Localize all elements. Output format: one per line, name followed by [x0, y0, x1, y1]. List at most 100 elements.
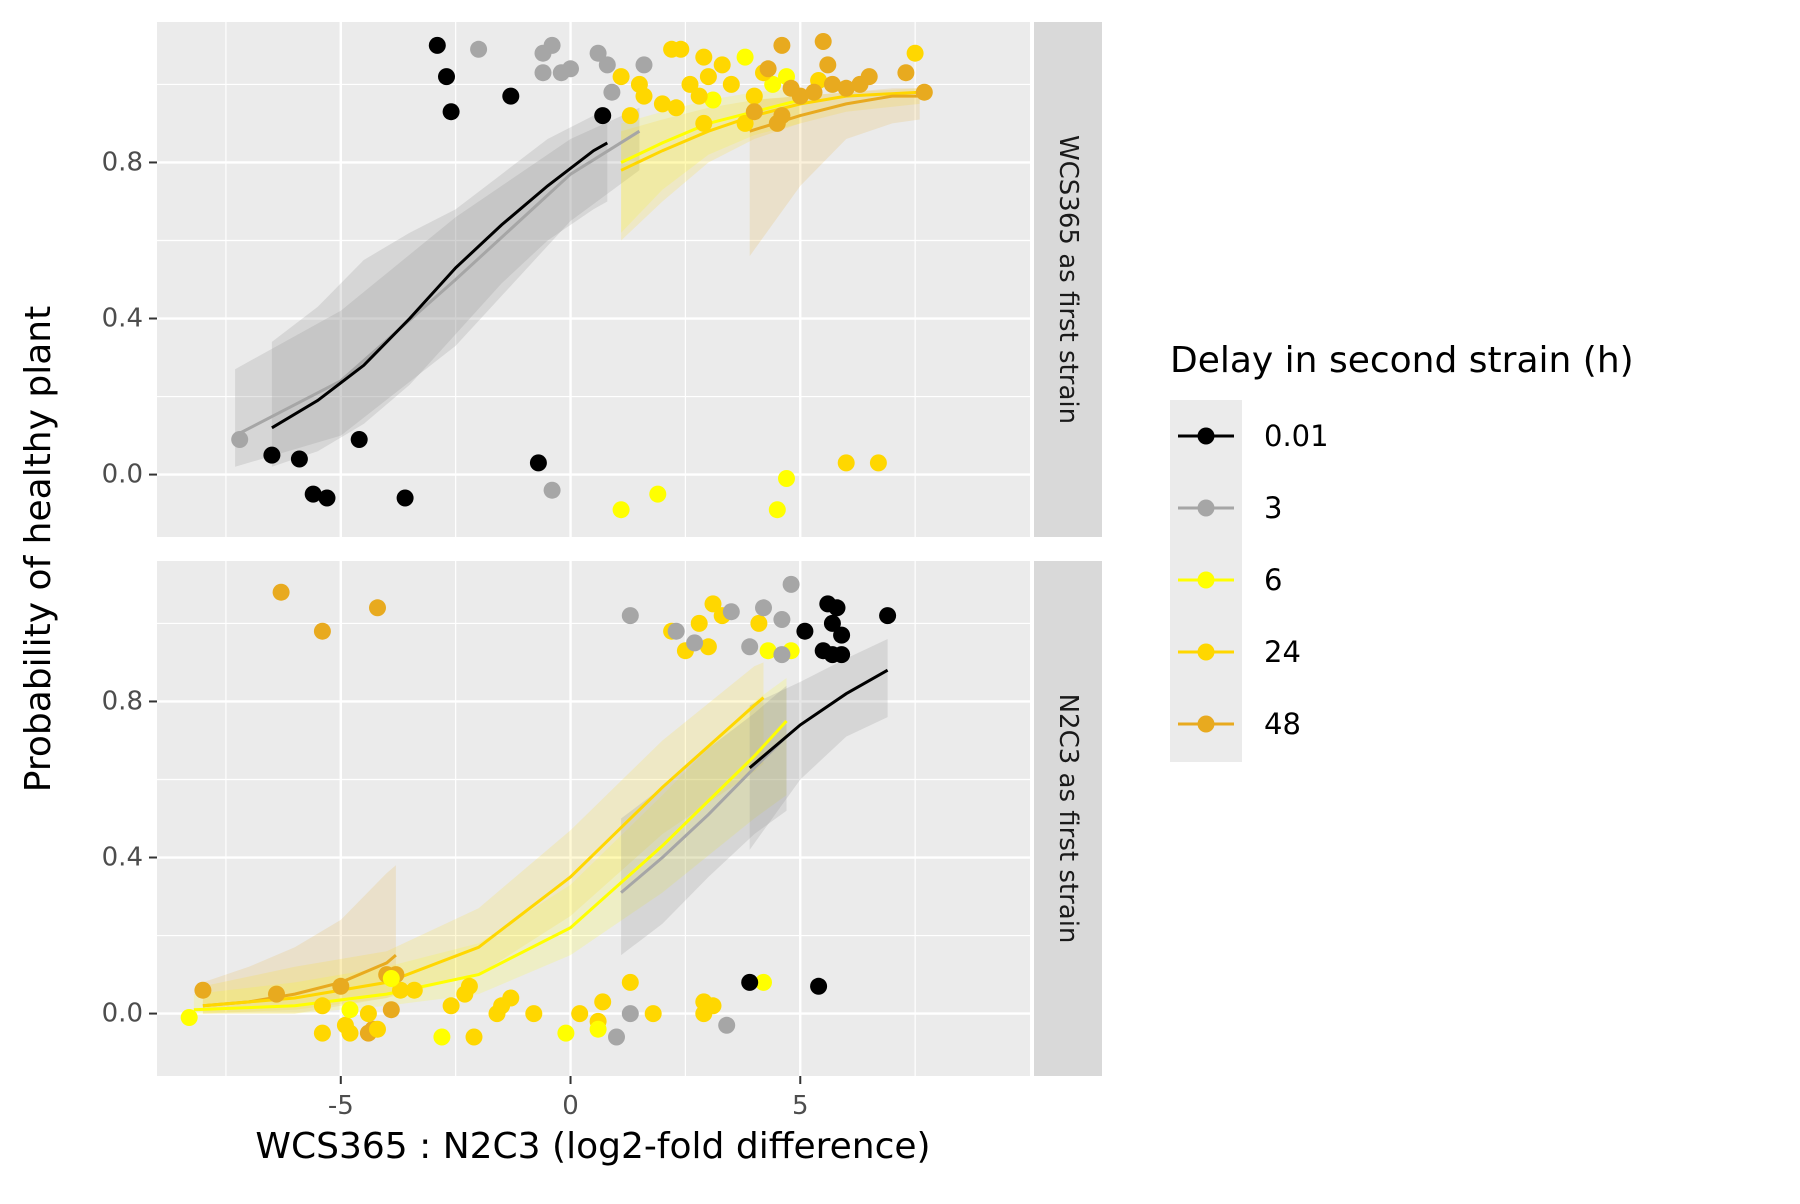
panel-bottom: N2C3 as first strain 0.0 0.4 0.8 [102, 561, 1102, 1076]
fit-line-3 [620, 735, 788, 894]
data-point-48 [805, 83, 823, 101]
fit-line-0.01 [271, 141, 609, 430]
data-point-0.01 [263, 446, 281, 464]
data-point-24 [313, 997, 331, 1015]
data-point-0.01 [502, 87, 520, 105]
legend-key-point-0.01 [1197, 427, 1215, 445]
data-point-24 [750, 614, 768, 632]
data-point-24 [571, 1005, 589, 1023]
data-point-24 [359, 1005, 377, 1023]
data-point-24 [695, 1005, 713, 1023]
data-point-24 [837, 454, 855, 472]
fit-line-6 [193, 719, 788, 1012]
data-point-6 [341, 1001, 359, 1019]
data-point-3 [589, 44, 607, 62]
x-axis: -5 0 5 [328, 1076, 809, 1121]
panel-gridlines [157, 22, 1030, 537]
data-point-3 [621, 607, 639, 625]
data-point-48 [791, 87, 809, 105]
data-point-0.01 [304, 485, 322, 503]
confidence-band-6 [621, 88, 801, 233]
data-point-3 [231, 431, 249, 448]
data-point-0.01 [796, 622, 814, 640]
y-tick-label: 0.4 [102, 843, 143, 873]
data-point-24 [713, 56, 731, 74]
y-tick-label: 0.4 [102, 304, 143, 334]
data-point-48 [369, 599, 386, 617]
data-point-24 [699, 68, 717, 86]
legend-label-24: 24 [1264, 635, 1301, 669]
data-point-0.01 [879, 607, 897, 625]
x-axis-title: WCS365 : N2C3 (log2-fold difference) [255, 1126, 930, 1167]
data-point-6 [778, 470, 795, 487]
data-point-3 [562, 60, 579, 78]
data-point-3 [686, 634, 704, 652]
fit-line-24 [202, 696, 765, 1008]
data-point-6 [704, 91, 722, 109]
legend-key-point-6 [1197, 571, 1215, 589]
data-point-0.01 [318, 489, 336, 507]
data-point-3 [543, 36, 561, 54]
data-point-3 [741, 638, 759, 656]
panel-background [157, 561, 1030, 1076]
y-tick-label: 0.8 [102, 147, 143, 177]
data-point-48 [313, 622, 331, 640]
data-point-24 [313, 1024, 331, 1042]
data-point-0.01 [741, 973, 759, 991]
data-point-24 [690, 614, 708, 632]
data-point-3 [755, 599, 772, 617]
legend-key-point-3 [1197, 499, 1215, 517]
data-point-24 [594, 993, 612, 1011]
data-point-3 [621, 1005, 639, 1023]
fit-lines [193, 668, 889, 1012]
data-point-3 [718, 1016, 736, 1034]
data-point-6 [759, 642, 777, 660]
confidence-band-0.01 [271, 111, 608, 467]
panel-top: WCS365 as first strain 0.0 0.4 0.8 [102, 22, 1102, 537]
data-points [231, 33, 933, 519]
data-point-48 [745, 103, 763, 121]
x-tick-label: -5 [328, 1091, 354, 1121]
data-point-24 [502, 989, 520, 1007]
legend-label-3: 3 [1264, 491, 1282, 525]
y-axis-title: Probability of healthy plant [18, 306, 59, 792]
data-point-0.01 [529, 454, 547, 472]
data-point-24 [704, 595, 722, 613]
data-point-24 [460, 977, 478, 995]
data-point-48 [268, 985, 285, 1003]
data-point-24 [644, 1005, 662, 1023]
data-point-0.01 [428, 36, 446, 54]
data-points [180, 575, 897, 1046]
data-point-3 [534, 64, 552, 82]
data-point-6 [589, 1020, 607, 1038]
data-point-24 [695, 114, 713, 132]
data-point-3 [470, 40, 488, 58]
confidence-band-48 [202, 865, 396, 1014]
data-point-6 [736, 48, 754, 66]
fit-line-3 [234, 129, 641, 437]
confidence-band-24 [621, 88, 920, 241]
data-point-3 [598, 56, 616, 74]
data-point-24 [672, 40, 690, 58]
data-point-24 [525, 1005, 543, 1023]
y-tick-label: 0.8 [102, 686, 143, 716]
data-point-24 [465, 1028, 483, 1046]
data-point-0.01 [594, 107, 612, 125]
data-point-24 [690, 87, 708, 105]
data-point-24 [653, 95, 671, 113]
data-point-24 [699, 638, 717, 656]
data-point-24 [722, 75, 740, 93]
data-point-48 [194, 981, 212, 999]
data-point-24 [341, 1024, 359, 1042]
data-point-0.01 [438, 68, 455, 86]
data-point-3 [722, 603, 740, 621]
data-point-24 [612, 68, 630, 86]
data-point-24 [442, 997, 460, 1015]
data-point-48 [819, 56, 837, 74]
data-point-24 [906, 44, 924, 62]
confidence-band-48 [749, 88, 920, 257]
data-point-24 [869, 454, 887, 472]
data-point-48 [823, 75, 841, 93]
data-point-48 [814, 33, 832, 50]
